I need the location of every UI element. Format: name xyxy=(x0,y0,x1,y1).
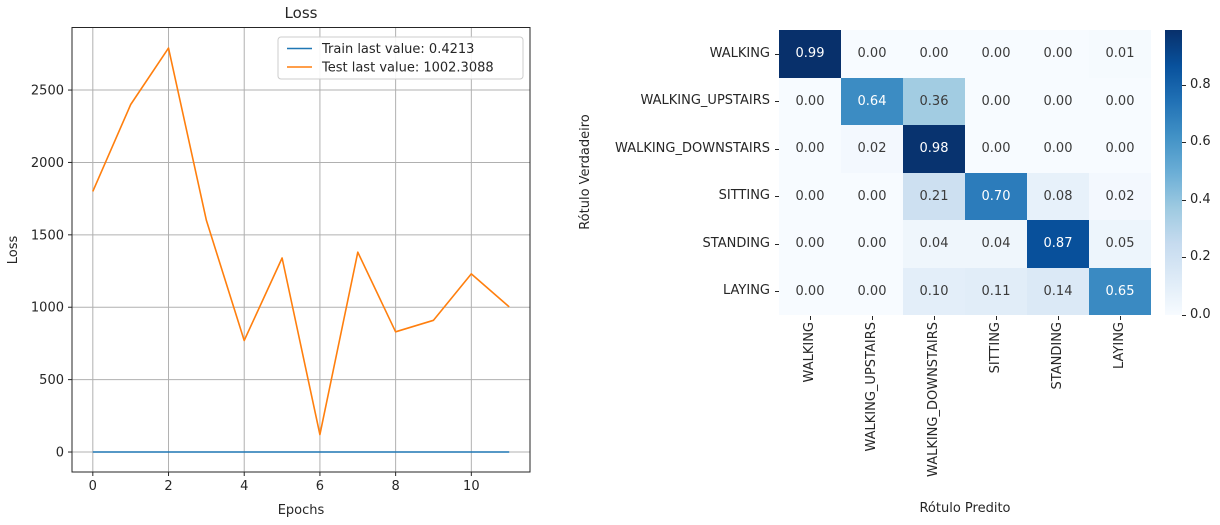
cm-y-tick xyxy=(774,101,779,103)
cm-row-label: STANDING xyxy=(702,235,770,251)
loss-x-axis-label: Epochs xyxy=(278,503,325,518)
heatmap-cell: 0.11 xyxy=(965,267,1027,315)
heatmap-cell: 0.10 xyxy=(903,267,965,315)
cm-x-tick xyxy=(996,316,997,320)
heatmap-cell: 0.00 xyxy=(1027,125,1089,173)
heatmap-cell: 0.00 xyxy=(903,30,965,78)
cm-y-tick xyxy=(774,148,779,150)
cm-col-label: WALKING_UPSTAIRS xyxy=(864,322,879,452)
y-tick-label: 2500 xyxy=(31,84,64,99)
plot-border xyxy=(71,27,531,473)
colorbar-tick xyxy=(1182,315,1186,316)
cm-y-tick xyxy=(774,196,779,198)
colorbar-tick-label: 0.8 xyxy=(1190,76,1211,92)
cm-x-tick xyxy=(872,316,873,320)
x-tick-label: 0 xyxy=(89,479,97,494)
x-tick-label: 2 xyxy=(164,479,172,494)
cm-x-axis-label: Rótulo Predito xyxy=(919,501,1011,516)
heatmap-cell: 0.04 xyxy=(965,220,1027,268)
legend-label: Test last value: 1002.3088 xyxy=(321,61,494,76)
cm-col-label: SITTING xyxy=(988,322,1003,374)
heatmap-cell: 0.00 xyxy=(1027,77,1089,125)
heatmap-cell: 0.00 xyxy=(1027,30,1089,78)
heatmap-cell: 0.00 xyxy=(779,77,841,125)
heatmap-cell: 0.64 xyxy=(841,77,903,125)
cm-row-label: WALKING xyxy=(709,45,770,61)
colorbar-tick xyxy=(1182,199,1186,201)
heatmap-cell: 0.36 xyxy=(903,77,965,125)
heatmap-cell: 0.14 xyxy=(1027,267,1089,315)
cm-col-label: WALKING xyxy=(802,322,817,383)
y-tick-label: 0 xyxy=(56,446,64,461)
colorbar-tick xyxy=(1182,257,1186,259)
heatmap-cell: 0.00 xyxy=(841,30,903,78)
heatmap-cell: 0.00 xyxy=(841,267,903,315)
cm-y-tick xyxy=(774,53,779,55)
x-tick-label: 4 xyxy=(240,479,248,494)
heatmap-cell: 0.00 xyxy=(965,125,1027,173)
cm-col-label: WALKING_DOWNSTAIRS xyxy=(926,322,941,477)
heatmap-cell: 0.21 xyxy=(903,172,965,220)
heatmap-cell: 0.70 xyxy=(965,172,1027,220)
cm-row-label: LAYING xyxy=(723,283,770,299)
heatmap-cell: 0.99 xyxy=(779,30,841,78)
cm-col-label: STANDING xyxy=(1050,322,1065,390)
cm-row-label: WALKING_UPSTAIRS xyxy=(640,93,771,109)
heatmap-cell: 0.00 xyxy=(841,172,903,220)
cm-y-tick xyxy=(774,243,779,245)
heatmap-cell: 0.98 xyxy=(903,125,965,173)
heatmap-cell: 0.00 xyxy=(779,220,841,268)
heatmap-cell: 0.00 xyxy=(1089,77,1151,125)
heatmap-cell: 0.00 xyxy=(841,220,903,268)
colorbar-tick-label: 0.0 xyxy=(1190,307,1211,322)
colorbar-tick-label: 0.2 xyxy=(1190,249,1211,265)
heatmap-cell: 0.02 xyxy=(841,125,903,173)
cm-col-label: LAYING xyxy=(1112,322,1127,369)
y-tick-label: 1500 xyxy=(31,228,64,243)
cm-x-tick xyxy=(1120,316,1121,320)
x-tick-label: 10 xyxy=(463,479,480,494)
heatmap-cell: 0.02 xyxy=(1089,172,1151,220)
cm-y-tick xyxy=(774,291,779,293)
heatmap-cell: 0.87 xyxy=(1027,220,1089,268)
heatmap-cell: 0.08 xyxy=(1027,172,1089,220)
colorbar-tick-label: 0.4 xyxy=(1190,191,1211,207)
heatmap-cell: 0.00 xyxy=(965,30,1027,78)
loss-y-axis-label: Loss xyxy=(6,236,21,265)
heatmap-cell: 0.00 xyxy=(779,125,841,173)
cm-y-axis-label: Rótulo Verdadeiro xyxy=(578,114,593,230)
y-tick-label: 500 xyxy=(39,373,64,388)
cm-row-label: SITTING xyxy=(718,188,770,204)
cm-x-tick xyxy=(934,316,935,320)
test-loss-line xyxy=(92,47,510,436)
heatmap-cell: 0.04 xyxy=(903,220,965,268)
heatmap-cell: 0.05 xyxy=(1089,220,1151,268)
legend-box xyxy=(277,36,524,80)
heatmap-cell: 0.01 xyxy=(1089,30,1151,78)
y-tick-label: 1000 xyxy=(31,301,64,316)
cm-row-label: WALKING_DOWNSTAIRS xyxy=(615,140,770,156)
heatmap-cell: 0.00 xyxy=(779,267,841,315)
colorbar-tick xyxy=(1182,84,1186,86)
x-tick-label: 8 xyxy=(391,479,399,494)
loss-chart-title: Loss xyxy=(285,4,318,22)
heatmap-cell: 0.00 xyxy=(1089,125,1151,173)
cm-x-tick xyxy=(810,316,811,320)
heatmap-cell: 0.65 xyxy=(1089,267,1151,315)
x-tick-label: 6 xyxy=(316,479,324,494)
colorbar-tick-label: 0.6 xyxy=(1190,134,1211,150)
colorbar-tick xyxy=(1182,142,1186,144)
heatmap-cell: 0.00 xyxy=(779,172,841,220)
legend-label: Train last value: 0.4213 xyxy=(321,42,474,57)
heatmap-cell: 0.00 xyxy=(965,77,1027,125)
cm-x-tick xyxy=(1058,316,1059,320)
y-tick-label: 2000 xyxy=(31,156,64,171)
colorbar xyxy=(1165,30,1182,315)
loss-line-chart: Loss Epochs Loss 0 2 4 6 8 10 0 500 1000 1500 2000… xyxy=(6,4,531,518)
